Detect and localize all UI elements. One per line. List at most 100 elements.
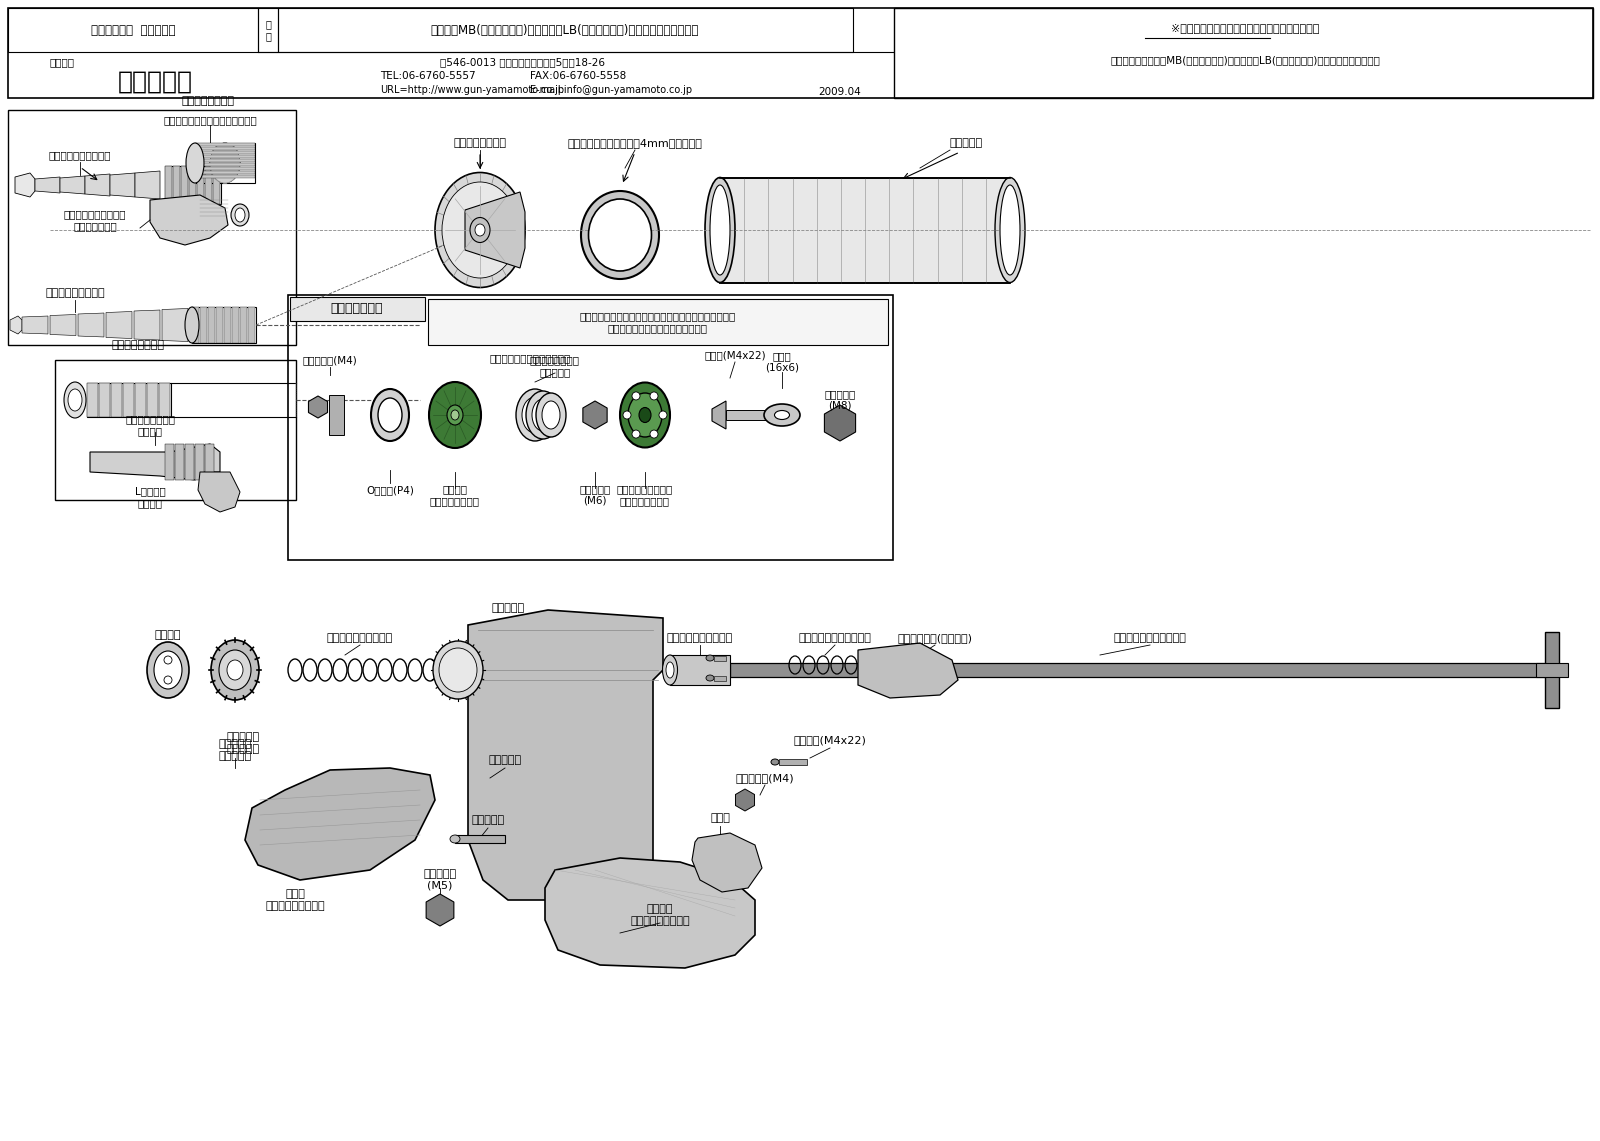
Polygon shape [245,768,435,880]
Polygon shape [110,383,122,416]
Polygon shape [186,444,194,480]
Bar [8,8,258,52]
Ellipse shape [227,659,243,680]
Ellipse shape [210,143,240,183]
Polygon shape [232,307,238,343]
Text: プラスチックノズル: プラスチックノズル [45,288,106,298]
Polygon shape [216,307,222,343]
Polygon shape [110,173,134,197]
Bar [730,663,1550,677]
Text: 丸小ネジ(M4x22): 丸小ネジ(M4x22) [794,735,867,745]
Polygon shape [200,307,206,343]
Polygon shape [195,171,254,173]
Text: らくらくガン  部品分解図: らくらくガン 部品分解図 [91,24,176,37]
Ellipse shape [450,835,461,843]
Bar [714,656,726,661]
Polygon shape [691,833,762,892]
Circle shape [622,411,630,419]
Text: ピストンロッド（角棒）: ピストンロッド（角棒） [1114,633,1187,644]
Polygon shape [198,472,240,512]
Text: 六角ナット
(M8): 六角ナット (M8) [824,389,856,411]
Polygon shape [195,163,254,165]
Polygon shape [134,310,160,340]
Polygon shape [90,444,221,480]
Text: 別売オプション品: 別売オプション品 [112,340,165,350]
Ellipse shape [581,191,659,280]
Ellipse shape [230,204,250,226]
Ellipse shape [1000,185,1021,275]
Polygon shape [205,165,211,204]
Polygon shape [197,165,205,204]
Bar [429,299,888,345]
Text: 六角ナット(M4): 六角ナット(M4) [736,772,794,783]
Text: FAX:06-6760-5558: FAX:06-6760-5558 [530,71,626,81]
Bar [165,165,221,204]
Polygon shape [466,192,525,268]
Polygon shape [78,313,104,337]
Text: ピストン部一式: ピストン部一式 [331,302,384,316]
Text: カートリッジノズル用
曲りジョイント: カートリッジノズル用 曲りジョイント [64,209,126,230]
Polygon shape [736,788,755,811]
Ellipse shape [210,143,240,183]
Ellipse shape [662,655,677,685]
Text: プレート: プレート [155,630,181,640]
Bar [714,675,726,681]
Ellipse shape [210,143,240,183]
Ellipse shape [446,405,462,424]
Polygon shape [195,167,254,170]
Bar [1536,663,1568,677]
Bar [726,410,771,420]
Bar [195,143,254,183]
Ellipse shape [621,382,670,447]
Text: リアカバー
（ネジ式）: リアカバー （ネジ式） [219,739,251,761]
Circle shape [650,430,658,438]
Ellipse shape [442,183,518,278]
Bar [192,307,256,343]
Text: E-mail:info@gun-yamamoto.co.jp: E-mail:info@gun-yamamoto.co.jp [530,84,693,95]
Ellipse shape [526,391,560,439]
Text: バックレバー(フック用): バックレバー(フック用) [898,633,973,644]
Polygon shape [582,400,606,429]
Ellipse shape [589,199,651,272]
Ellipse shape [64,382,86,418]
Text: ピストンパッキン
（ゴム製）: ピストンパッキン （ゴム製） [530,355,579,377]
Ellipse shape [765,404,800,426]
Ellipse shape [995,178,1026,283]
Polygon shape [134,171,160,199]
Polygon shape [195,175,254,178]
Polygon shape [150,195,229,245]
Polygon shape [224,307,230,343]
Text: URL=http://www.gun-yamamoto.co.jp: URL=http://www.gun-yamamoto.co.jp [381,84,565,95]
Text: 六角ナット
(M5): 六角ナット (M5) [424,869,456,891]
Bar [894,8,1594,98]
Text: ご注文時、らくらくMB(ネジフック式)、らくらくLB(ネジフック式)とお申し付け下さい。: ご注文時、らくらくMB(ネジフック式)、らくらくLB(ネジフック式)とお申し付け… [1110,55,1379,65]
Polygon shape [14,173,35,197]
Polygon shape [134,383,146,416]
Ellipse shape [147,642,189,698]
Text: L型ノズル
（鉄製）: L型ノズル （鉄製） [134,486,165,508]
Polygon shape [213,165,221,204]
Ellipse shape [154,652,182,689]
Circle shape [659,411,667,419]
Text: レバー
（シルバー・鉄製）: レバー （シルバー・鉄製） [266,889,325,911]
Text: 皿ネジ(M4x22): 皿ネジ(M4x22) [704,350,766,361]
Text: 〒546-0013 大阪市東住吉区湯里5丁目18-26: 〒546-0013 大阪市東住吉区湯里5丁目18-26 [440,57,605,67]
Polygon shape [858,644,958,698]
Polygon shape [195,151,254,154]
Text: キャップパッキン（厚さ4mm・ゴム製）: キャップパッキン（厚さ4mm・ゴム製） [568,138,702,148]
Polygon shape [467,610,662,900]
Polygon shape [824,405,856,442]
Text: レバーピン: レバーピン [472,815,504,825]
Ellipse shape [378,398,402,432]
Polygon shape [208,307,214,343]
Bar [278,8,853,52]
Polygon shape [205,444,214,480]
Bar [86,383,171,416]
Ellipse shape [186,307,198,343]
Polygon shape [165,165,173,204]
Polygon shape [546,858,755,968]
Text: リアカバー
（ネジ式）: リアカバー （ネジ式） [227,733,259,754]
Polygon shape [240,307,246,343]
Circle shape [632,430,640,438]
Polygon shape [189,165,195,204]
